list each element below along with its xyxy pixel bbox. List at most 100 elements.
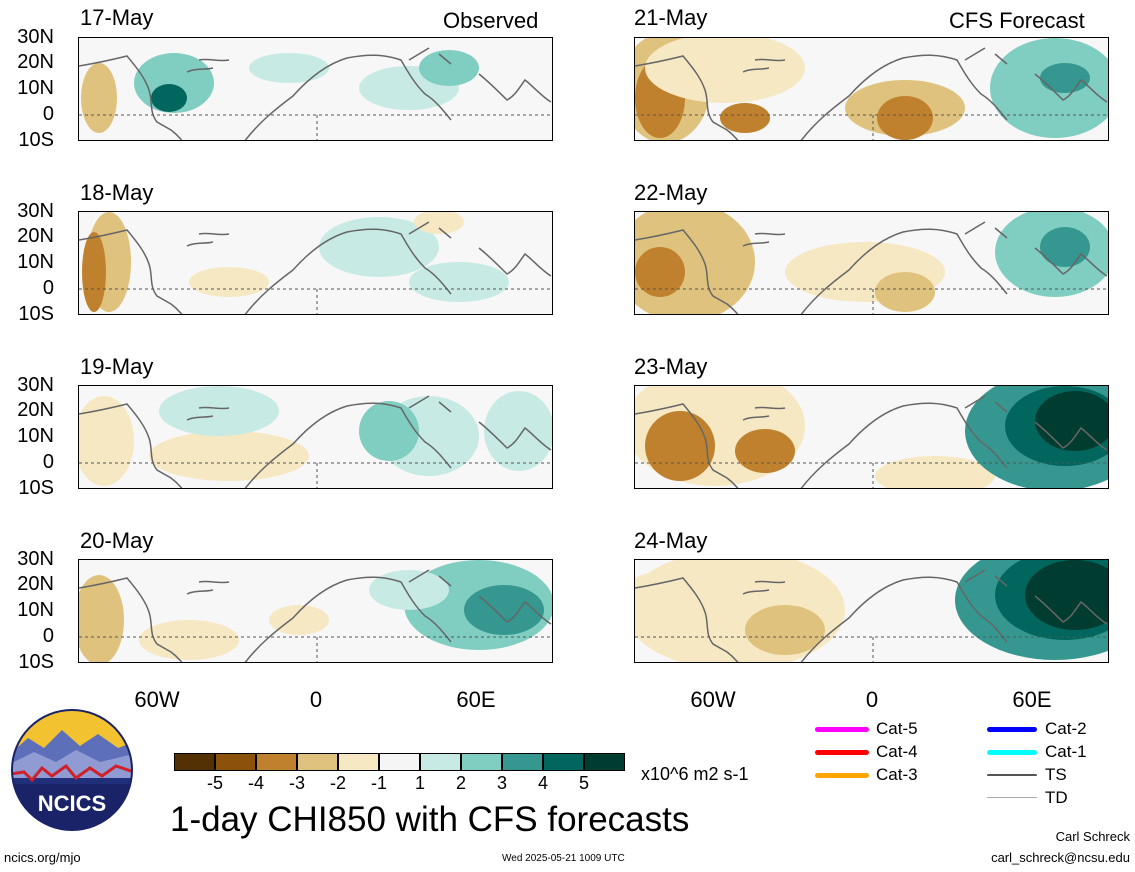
anomaly-shading bbox=[189, 267, 269, 297]
anomaly-shading bbox=[409, 262, 509, 302]
colorbar-label: 4 bbox=[537, 773, 549, 793]
coastline bbox=[244, 576, 452, 662]
panel-date-22-may: 22-May bbox=[634, 180, 708, 205]
legend-label-cat-3: Cat-3 bbox=[876, 765, 918, 784]
coastline bbox=[186, 232, 230, 247]
colorbar-label: 3 bbox=[496, 773, 508, 793]
legend-line-cat-4 bbox=[815, 750, 869, 755]
map-panel-21-may bbox=[634, 37, 1109, 141]
anomaly-shading bbox=[269, 605, 329, 635]
footer-url[interactable]: ncics.org/mjo bbox=[4, 850, 81, 865]
observed-column-title: Observed bbox=[443, 8, 539, 33]
lat-label-10s: 10S bbox=[18, 477, 54, 499]
colorbar-swatch bbox=[379, 753, 420, 771]
colorbar-label: 1 bbox=[414, 773, 426, 793]
footer-timestamp: Wed 2025-05-21 1009 UTC bbox=[502, 853, 625, 864]
coastline bbox=[79, 229, 183, 314]
anomaly-shading bbox=[877, 96, 933, 140]
legend-label-ts: TS bbox=[1045, 765, 1067, 784]
lat-label-10n: 10N bbox=[17, 425, 54, 447]
panel-date-24-may: 24-May bbox=[634, 528, 708, 553]
legend-line-cat-5 bbox=[815, 727, 869, 732]
map-panel-19-may bbox=[78, 385, 553, 489]
coastline bbox=[635, 55, 739, 140]
anomaly-shading bbox=[369, 570, 449, 610]
lon-label-60w-right: 60W bbox=[690, 687, 736, 712]
colorbar-label: -4 bbox=[247, 773, 265, 793]
coastline bbox=[408, 221, 452, 239]
coastline bbox=[408, 47, 452, 65]
logo-text: NCICS bbox=[38, 791, 106, 816]
lat-label-30n: 30N bbox=[17, 200, 54, 222]
coastline bbox=[800, 54, 1008, 140]
coastline bbox=[742, 406, 786, 421]
anomaly-shading bbox=[151, 84, 187, 112]
anomaly-shading bbox=[249, 53, 329, 83]
colorbar-label: -3 bbox=[288, 773, 306, 793]
colorbar-label: -1 bbox=[370, 773, 388, 793]
colorbar-label: -2 bbox=[329, 773, 347, 793]
coastline bbox=[964, 569, 1008, 587]
coastline bbox=[478, 595, 552, 625]
author-email[interactable]: carl_schreck@ncsu.edu bbox=[991, 850, 1130, 865]
map-field bbox=[635, 560, 1108, 662]
coastline bbox=[478, 421, 552, 451]
coastline bbox=[964, 221, 1008, 239]
anomaly-shading bbox=[484, 391, 552, 471]
coastline bbox=[742, 58, 786, 73]
anomaly-shading bbox=[139, 620, 239, 660]
lat-label-20n: 20N bbox=[17, 573, 54, 595]
anomaly-shading bbox=[1025, 560, 1108, 630]
coastline bbox=[186, 58, 230, 73]
lat-label-30n: 30N bbox=[17, 548, 54, 570]
author-name: Carl Schreck bbox=[1055, 829, 1130, 844]
map-panel-18-may bbox=[78, 211, 553, 315]
coastline bbox=[1034, 421, 1108, 451]
coastline bbox=[478, 73, 552, 103]
anomaly-shading bbox=[464, 585, 544, 635]
coastline bbox=[408, 395, 452, 413]
colorbar-label: 2 bbox=[455, 773, 467, 793]
map-field bbox=[79, 47, 552, 140]
anomaly-shading bbox=[79, 575, 124, 662]
map-field bbox=[79, 386, 552, 488]
coastline bbox=[478, 247, 552, 277]
colorbar-swatch bbox=[256, 753, 297, 771]
colorbar-label: 5 bbox=[578, 773, 590, 793]
lat-label-0: 0 bbox=[42, 103, 54, 125]
coastline bbox=[800, 402, 1008, 488]
main-title: 1-day CHI850 with CFS forecasts bbox=[170, 800, 690, 839]
anomaly-shading bbox=[1040, 63, 1090, 93]
map-field bbox=[79, 560, 552, 662]
map-field bbox=[635, 38, 1108, 140]
anomaly-shading bbox=[635, 570, 725, 610]
lat-label-10n: 10N bbox=[17, 77, 54, 99]
map-field bbox=[79, 212, 552, 314]
lat-label-0: 0 bbox=[42, 451, 54, 473]
anomaly-shading bbox=[735, 429, 795, 473]
coastline bbox=[635, 229, 739, 314]
lat-label-10n: 10N bbox=[17, 599, 54, 621]
lat-label-10s: 10S bbox=[18, 129, 54, 151]
legend-line-td bbox=[987, 797, 1037, 798]
anomaly-shading bbox=[635, 247, 685, 297]
anomaly-shading bbox=[149, 431, 309, 481]
panel-date-20-may: 20-May bbox=[80, 528, 154, 553]
anomaly-shading bbox=[720, 103, 770, 133]
coastline bbox=[186, 406, 230, 421]
colorbar-swatch bbox=[338, 753, 379, 771]
legend-line-cat-3 bbox=[815, 773, 869, 778]
colorbar-swatch bbox=[420, 753, 461, 771]
map-panel-24-may bbox=[634, 559, 1109, 663]
anomaly-shading bbox=[645, 38, 805, 103]
anomaly-shading bbox=[1040, 227, 1090, 267]
ncics-logo[interactable]: NCICS bbox=[10, 708, 134, 832]
lat-label-30n: 30N bbox=[17, 26, 54, 48]
colorbar-swatch bbox=[461, 753, 502, 771]
legend-label-cat-5: Cat-5 bbox=[876, 719, 918, 738]
lat-label-10n: 10N bbox=[17, 251, 54, 273]
lat-label-0: 0 bbox=[42, 625, 54, 647]
colorbar-label: -5 bbox=[206, 773, 224, 793]
lat-label-30n: 30N bbox=[17, 374, 54, 396]
coastline bbox=[79, 55, 183, 140]
